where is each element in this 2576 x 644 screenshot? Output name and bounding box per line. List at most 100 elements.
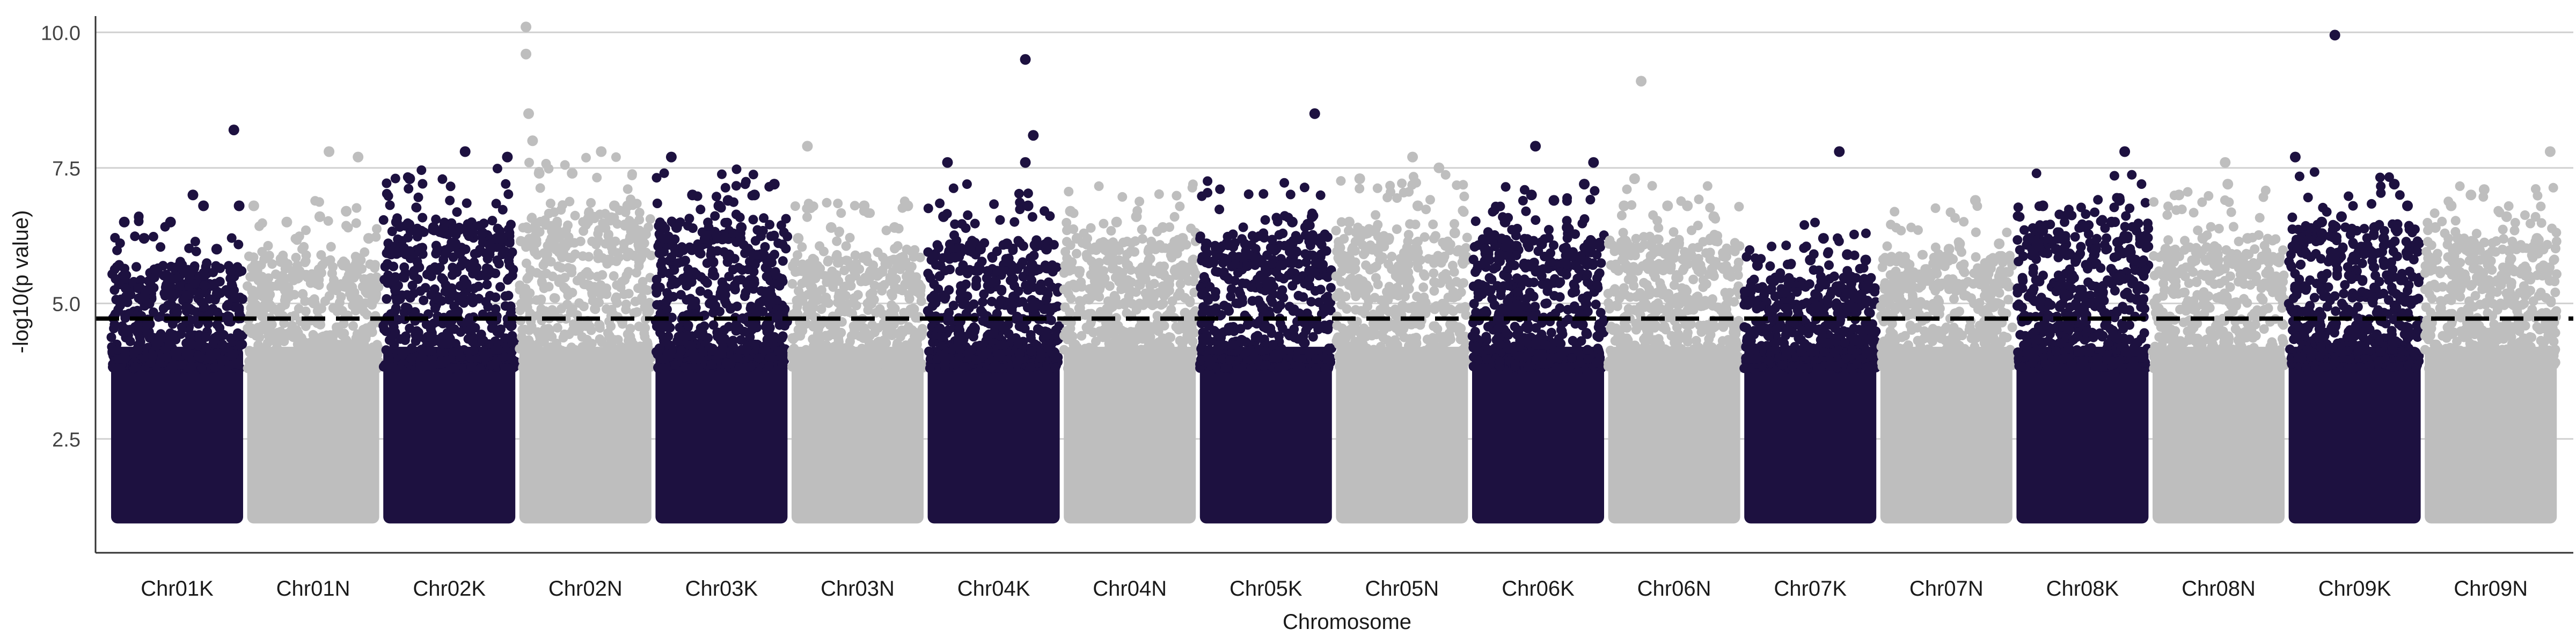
- point: [482, 280, 492, 290]
- point: [422, 269, 432, 280]
- point: [658, 363, 668, 373]
- point: [611, 152, 621, 162]
- point: [449, 238, 459, 248]
- point: [414, 262, 425, 273]
- point: [314, 363, 324, 374]
- point: [597, 337, 607, 347]
- peak-point: [353, 151, 364, 163]
- point: [318, 331, 328, 341]
- point: [1205, 356, 1216, 366]
- point: [456, 327, 466, 337]
- point: [1179, 350, 1189, 361]
- point: [301, 225, 311, 236]
- point: [806, 282, 816, 292]
- point: [1215, 184, 1225, 194]
- point: [907, 282, 917, 292]
- point: [484, 240, 494, 250]
- point: [177, 360, 187, 370]
- point: [802, 212, 812, 222]
- point: [688, 300, 698, 310]
- point: [1188, 179, 1198, 189]
- point: [153, 338, 164, 347]
- point: [1274, 230, 1284, 240]
- peak-point: [281, 216, 292, 228]
- point: [1299, 338, 1308, 348]
- series-Chr02N: [515, 21, 656, 524]
- point: [891, 263, 902, 273]
- point: [492, 242, 502, 252]
- point: [487, 216, 497, 226]
- peak-point: [228, 125, 239, 136]
- point: [545, 199, 555, 209]
- point: [989, 328, 999, 339]
- point: [381, 326, 391, 336]
- point: [328, 303, 338, 313]
- point: [1258, 189, 1269, 199]
- point: [1082, 361, 1093, 371]
- point: [995, 340, 1005, 350]
- point: [549, 293, 559, 303]
- point: [1287, 258, 1298, 268]
- point: [632, 199, 642, 209]
- point: [704, 342, 714, 353]
- point: [244, 325, 254, 335]
- point: [395, 294, 405, 304]
- point: [1308, 250, 1318, 260]
- point: [570, 210, 580, 221]
- point: [1040, 331, 1050, 341]
- point: [898, 252, 908, 262]
- point: [1147, 357, 1157, 368]
- point: [352, 203, 362, 213]
- point: [1169, 212, 1180, 222]
- point: [352, 329, 362, 339]
- point: [1040, 206, 1050, 216]
- point: [1008, 262, 1019, 272]
- point: [507, 347, 517, 357]
- point: [933, 243, 943, 253]
- point: [1059, 284, 1069, 295]
- point: [1060, 260, 1070, 270]
- point: [402, 290, 412, 300]
- point: [108, 363, 118, 373]
- point: [397, 350, 407, 360]
- point: [586, 198, 596, 208]
- point: [525, 265, 536, 275]
- point: [1014, 188, 1024, 199]
- point: [1184, 275, 1194, 286]
- point: [1126, 265, 1136, 275]
- point: [726, 358, 735, 369]
- point: [234, 303, 244, 313]
- dense-band: [1336, 347, 1468, 524]
- point: [225, 266, 236, 276]
- point: [445, 195, 455, 206]
- point: [541, 268, 552, 279]
- point: [231, 358, 240, 369]
- point: [1188, 265, 1198, 275]
- point: [790, 201, 800, 211]
- point: [803, 199, 814, 209]
- point: [149, 273, 159, 283]
- peak-point: [802, 141, 813, 152]
- point: [943, 312, 953, 322]
- point: [1253, 355, 1263, 364]
- point: [1110, 293, 1121, 303]
- point: [998, 266, 1008, 276]
- point: [1144, 338, 1154, 348]
- point: [1170, 264, 1180, 274]
- point: [566, 253, 576, 264]
- point: [305, 273, 315, 283]
- point: [503, 189, 514, 199]
- point: [1223, 231, 1233, 241]
- point: [750, 339, 760, 349]
- point: [1244, 250, 1254, 260]
- point: [1086, 223, 1096, 233]
- point: [1062, 237, 1072, 247]
- peak-point: [1221, 254, 1232, 266]
- point: [719, 281, 729, 291]
- point: [1119, 327, 1130, 337]
- point: [149, 264, 159, 274]
- point: [950, 359, 960, 369]
- point: [238, 294, 247, 304]
- point: [1124, 291, 1134, 302]
